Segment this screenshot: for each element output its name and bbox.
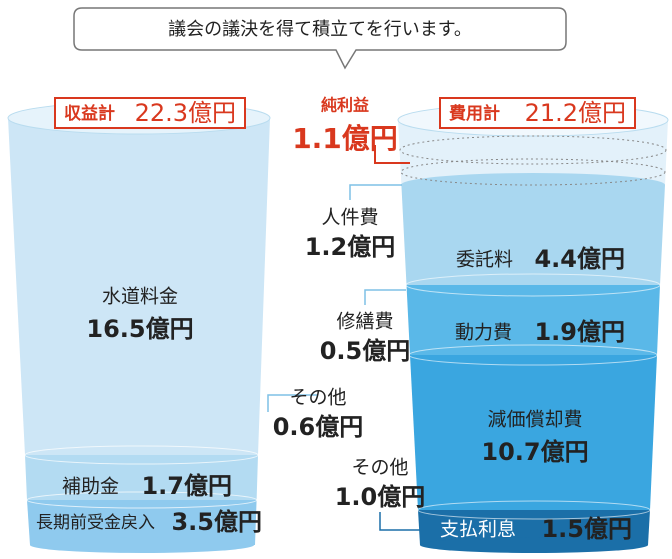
item-label: その他 bbox=[289, 387, 346, 409]
item-label: 修繕費 bbox=[336, 311, 393, 333]
revenue-total-label: 収益計 bbox=[64, 103, 115, 124]
infographic: 議会の議決を得て積立てを行います。 収益計 22.3億円 費用計 21.2億円 … bbox=[0, 0, 672, 559]
item-amount: 4.4億円 bbox=[534, 245, 625, 273]
item-label: その他 bbox=[351, 457, 408, 479]
item-amount: 16.5億円 bbox=[86, 315, 193, 343]
expense-total: 21.2億円 bbox=[525, 99, 626, 127]
item-amount: 3.5億円 bbox=[171, 508, 262, 536]
item-label: 人件費 bbox=[321, 207, 378, 229]
item-amount: 0.5億円 bbox=[320, 337, 411, 365]
net-income-label: 純利益 bbox=[321, 96, 369, 115]
item-label: 長期前受金戻入 bbox=[36, 513, 155, 533]
net-income-amount: 1.1億円 bbox=[292, 122, 398, 155]
item-amount: 1.9億円 bbox=[534, 318, 625, 346]
item-amount: 1.2億円 bbox=[305, 233, 396, 261]
expense-cup bbox=[398, 104, 668, 553]
item-label: 支払利息 bbox=[440, 519, 516, 541]
item-amount: 1.0億円 bbox=[335, 483, 426, 511]
item-label: 動力費 bbox=[455, 322, 512, 344]
item-amount: 1.7億円 bbox=[141, 472, 232, 500]
message: 議会の議決を得て積立てを行います。 bbox=[168, 19, 472, 40]
item-label: 補助金 bbox=[62, 476, 119, 498]
item-label: 委託料 bbox=[456, 249, 513, 271]
expense-total-label: 費用計 bbox=[449, 103, 500, 124]
item-label: 水道料金 bbox=[102, 286, 178, 308]
item-label: 減価償却費 bbox=[487, 409, 582, 431]
item-amount: 10.7億円 bbox=[481, 438, 588, 466]
item-amount: 1.5億円 bbox=[541, 515, 632, 543]
item-amount: 0.6億円 bbox=[273, 413, 364, 441]
revenue-total: 22.3億円 bbox=[135, 99, 236, 127]
